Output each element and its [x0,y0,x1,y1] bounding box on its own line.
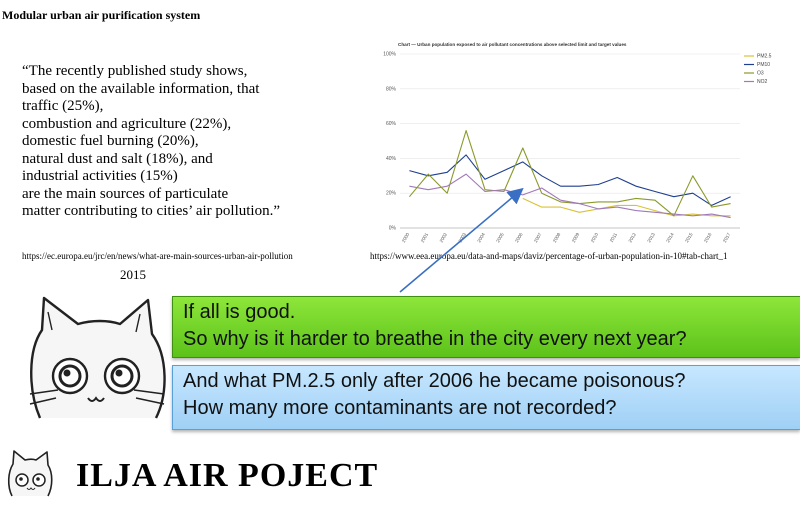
quote-line: traffic (25%), [22,98,104,114]
chart-x-tick-label: 2012 [628,232,638,244]
chart-x-tick-label: 2002 [439,232,449,244]
quote-line: matter contributing to cities’ air pollu… [22,203,280,219]
cat-face-small-icon [7,450,53,497]
legend-label: NO2 [757,79,768,85]
quote-line: combustion and agriculture (22%), [22,115,232,132]
green-box-line: If all is good. [183,301,296,323]
chart-x-tick-label: 2013 [646,232,656,244]
chart-x-tick-label: 2006 [514,232,524,244]
chart-series-pm10 [409,154,731,206]
quote-line: based on the available information, that [22,80,260,97]
quote-line: are the main sources of particulate [22,185,229,202]
chart-y-tick-label: 20% [386,191,397,197]
chart-series-no2 [409,173,731,219]
blue-box-line: How many more contaminants are not recor… [183,397,617,419]
chart-x-tick-label: 2008 [552,232,562,244]
chart-x-ticks: 2000 2001 2002 2003 2004 2005 2006 2007 2008 2009… [401,232,732,244]
arrow-icon [399,187,524,293]
chart-x-tick-label: 2014 [665,232,675,244]
question-box-green: If all is good. So why is it harder to b… [172,296,800,358]
legend-label: O3 [757,71,764,77]
chart-x-tick-label: 2007 [533,232,543,244]
chart-x-tick-label: 2009 [571,232,581,244]
quote-line: natural dust and salt (18%), and [22,150,213,167]
chart-x-tick-label: 2011 [609,232,618,243]
chart-y-tick-label: 80% [386,86,397,92]
quote-line: industrial activities (15%) [22,168,178,184]
quote-block: “The recently published study shows, bas… [22,63,322,221]
chart-x-tick-label: 2015 [684,232,694,244]
chart-x-tick-label: 2005 [495,232,505,244]
chart-x-tick-label: 2010 [590,232,600,244]
chart-series-o3 [408,130,731,217]
question-box-blue: And what PM.2.5 only after 2006 he becam… [172,365,800,430]
chart-x-tick-label: 2000 [401,232,411,244]
year-label: 2015 [120,267,146,282]
chart-gridlines [400,53,740,229]
blue-box-line: And what PM.2.5 only after 2006 he becam… [183,370,686,392]
source-link-left[interactable]: https://ec.europa.eu/jrc/en/news/what-ar… [22,251,293,261]
chart-y-tick-label: 100% [383,52,396,58]
chart-x-tick-label: 2016 [703,232,713,244]
chart-y-tick-label: 60% [386,121,397,127]
source-link-right[interactable]: https://www.eea.europa.eu/data-and-maps/… [370,251,728,261]
green-box-line: So why is it harder to breathe in the ci… [183,328,687,350]
chart-series-lines [408,130,731,219]
page-title: Modular urban air purification system [2,8,201,22]
quote-line: domestic fuel burning (20%), [22,133,199,149]
chart-y-tick-label: 40% [386,156,397,162]
chart-x-tick-label: 2004 [476,232,486,244]
chart-x-tick-label: 2001 [420,232,430,244]
chart-x-tick-label: 2017 [722,232,732,244]
pollution-line-chart: Chart — Urban population exposed to air … [383,42,772,244]
quote-line: “The recently published study shows, [22,63,248,79]
chart-title: Chart — Urban population exposed to air … [398,42,627,47]
chart-legend: PM2.5 PM10 O3 NO2 [744,54,772,85]
chart-y-tick-label: 0% [389,226,397,232]
chart-series-pm25 [522,197,731,217]
chart-y-ticks: 0% 20% 40% 60% 80% 100% [383,52,396,232]
cat-face-icon [29,296,166,419]
chart-x-tick-label: 2003 [458,232,468,244]
legend-label: PM10 [757,62,770,68]
legend-label: PM2.5 [757,54,772,60]
brand-name: ILJA AIR POJECT [76,457,379,494]
